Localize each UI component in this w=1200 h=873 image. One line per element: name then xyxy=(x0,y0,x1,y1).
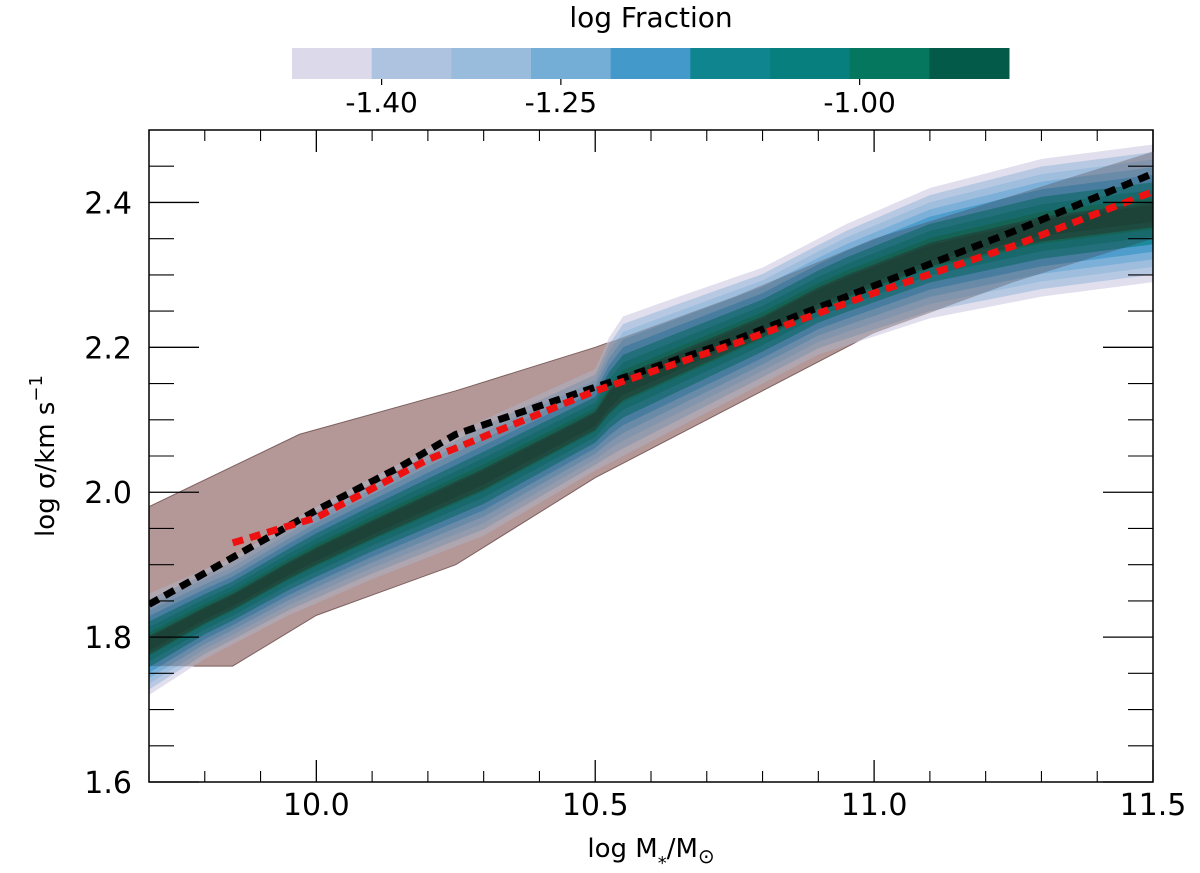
x-tick-label: 11.0 xyxy=(841,788,908,823)
colorbar-cell xyxy=(610,48,691,79)
x-axis-label-sub: * xyxy=(658,853,667,873)
colorbar-cell xyxy=(690,48,771,79)
x-tick-label: 10.5 xyxy=(562,788,629,823)
x-axis-label: log M*/M⊙ xyxy=(587,834,714,873)
colorbar-cell xyxy=(929,48,1010,79)
colorbar-cells xyxy=(292,48,1010,79)
plot-content xyxy=(149,144,1153,696)
y-tick-label: 1.6 xyxy=(84,766,132,801)
y-tick-label: 2.0 xyxy=(84,476,132,511)
colorbar-cell xyxy=(451,48,532,79)
colorbar-title: log Fraction xyxy=(569,1,732,34)
colorbar-tick-label: -1.25 xyxy=(525,86,597,119)
line-layer xyxy=(149,170,1153,608)
x-axis-label-main: log M xyxy=(587,834,657,864)
density-layer xyxy=(149,144,1153,696)
colorbar-cell xyxy=(292,48,373,79)
x-tick-label: 10.0 xyxy=(283,788,350,823)
colorbar-tick-label: -1.00 xyxy=(823,86,895,119)
y-tick-label: 2.2 xyxy=(84,331,132,366)
colorbar: log Fraction -1.40 -1.25 -1.00 xyxy=(292,1,1010,119)
median-line-red xyxy=(231,188,1153,547)
density-contour xyxy=(149,174,1153,673)
colorbar-tick-label: -1.40 xyxy=(345,86,417,119)
y-axis-label: log σ/km s−1 xyxy=(26,375,61,537)
y-tick-label: 1.8 xyxy=(84,621,132,656)
colorbar-cell xyxy=(371,48,452,79)
x-axis-label-symbol: ⊙ xyxy=(698,844,715,868)
colorbar-cell xyxy=(770,48,851,79)
colorbar-ticks: -1.40 -1.25 -1.00 xyxy=(345,79,896,119)
colorbar-cell xyxy=(849,48,930,79)
x-axis-label-tail: /M xyxy=(667,834,698,864)
tick-layer: 10.0 10.5 11.0 11.5 1.6 1.8 2.0 2.2 2.4 xyxy=(84,129,1187,823)
band-overlay xyxy=(149,151,1153,667)
y-axis-label-sup: −1 xyxy=(26,375,47,402)
x-tick-label: 11.5 xyxy=(1120,788,1187,823)
colorbar-cell xyxy=(531,48,612,79)
y-axis-label-main: log σ/km s xyxy=(31,402,61,537)
y-tick-label: 2.4 xyxy=(84,186,132,221)
